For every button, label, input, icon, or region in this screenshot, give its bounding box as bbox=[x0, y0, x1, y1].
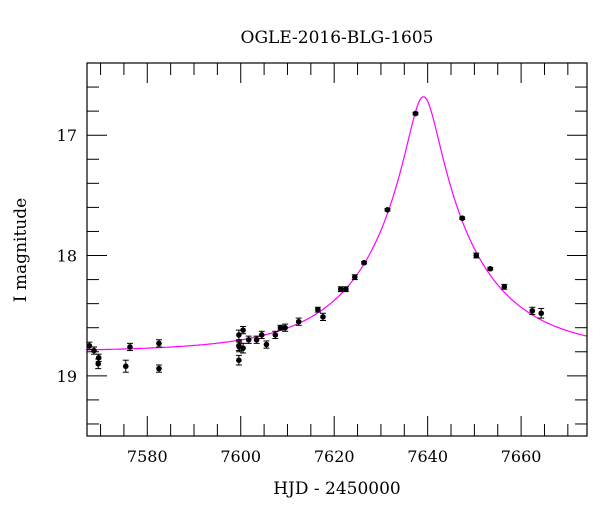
data-point bbox=[295, 317, 302, 326]
y-tick-label: 18 bbox=[57, 247, 77, 266]
x-tick-label: 7660 bbox=[501, 447, 542, 466]
data-marker bbox=[487, 265, 494, 272]
data-marker bbox=[337, 286, 344, 293]
data-point bbox=[91, 346, 98, 355]
data-point bbox=[277, 324, 284, 331]
data-point bbox=[282, 323, 289, 332]
data-point bbox=[473, 252, 480, 259]
x-tick-label: 7580 bbox=[127, 447, 168, 466]
data-point bbox=[126, 342, 133, 352]
data-point bbox=[263, 340, 270, 349]
data-marker bbox=[295, 318, 302, 325]
data-marker bbox=[501, 284, 508, 290]
data-marker bbox=[86, 342, 93, 349]
data-point bbox=[95, 358, 102, 370]
data-point bbox=[529, 306, 536, 315]
data-point bbox=[361, 259, 368, 266]
axis-ticks bbox=[87, 62, 587, 436]
y-tick-label: 17 bbox=[57, 126, 77, 145]
data-marker bbox=[282, 324, 288, 331]
data-marker bbox=[343, 286, 349, 293]
data-marker bbox=[315, 306, 321, 313]
data-marker bbox=[320, 314, 326, 320]
data-marker bbox=[156, 365, 162, 372]
data-marker bbox=[236, 332, 242, 338]
data-point bbox=[245, 335, 252, 344]
data-marker bbox=[240, 345, 246, 351]
x-tick-label: 7620 bbox=[314, 447, 355, 466]
data-marker bbox=[538, 310, 545, 317]
data-marker bbox=[258, 332, 265, 338]
data-point bbox=[240, 326, 247, 335]
data-point bbox=[351, 274, 358, 281]
data-marker bbox=[156, 340, 162, 347]
data-marker bbox=[263, 341, 270, 348]
data-marker bbox=[473, 252, 480, 259]
data-point bbox=[155, 339, 162, 348]
data-point bbox=[459, 215, 466, 222]
data-point bbox=[337, 286, 344, 293]
data-point bbox=[235, 354, 242, 366]
data-marker bbox=[127, 344, 133, 350]
data-point bbox=[253, 335, 260, 344]
data-point bbox=[501, 283, 508, 290]
data-marker bbox=[236, 357, 242, 363]
data-point bbox=[122, 359, 129, 373]
data-point bbox=[384, 206, 391, 213]
data-marker bbox=[272, 332, 279, 338]
data-marker bbox=[529, 308, 536, 314]
data-marker bbox=[459, 215, 466, 222]
data-point bbox=[487, 265, 494, 272]
data-point bbox=[538, 307, 545, 319]
data-marker bbox=[253, 336, 260, 343]
data-marker bbox=[95, 361, 102, 367]
data-marker bbox=[412, 110, 419, 117]
data-marker bbox=[245, 336, 252, 343]
model-curve bbox=[87, 96, 588, 351]
chart-title: OGLE-2016-BLG-1605 bbox=[241, 28, 434, 48]
data-marker bbox=[361, 259, 367, 266]
data-point bbox=[258, 330, 265, 340]
data-points bbox=[86, 110, 545, 373]
plot-frame bbox=[86, 62, 588, 437]
data-marker bbox=[384, 206, 391, 213]
x-axis-label: HJD - 2450000 bbox=[273, 479, 401, 499]
data-point bbox=[412, 110, 419, 117]
y-axis-label: I magnitude bbox=[11, 198, 31, 302]
data-point bbox=[86, 341, 93, 350]
data-point bbox=[342, 286, 349, 293]
data-marker bbox=[277, 324, 284, 331]
data-point bbox=[240, 342, 247, 354]
tick-labels: 7580 7600 7620 7640 7660 17 18 19 bbox=[57, 126, 542, 466]
data-point bbox=[314, 306, 321, 313]
data-marker bbox=[122, 363, 129, 370]
x-tick-label: 7640 bbox=[407, 447, 448, 466]
data-marker bbox=[91, 347, 97, 354]
data-point bbox=[319, 312, 326, 321]
data-marker bbox=[240, 327, 246, 333]
data-marker bbox=[351, 274, 358, 280]
y-tick-label: 19 bbox=[57, 367, 77, 386]
x-tick-label: 7600 bbox=[220, 447, 261, 466]
data-point bbox=[272, 330, 279, 340]
data-point bbox=[155, 364, 162, 373]
